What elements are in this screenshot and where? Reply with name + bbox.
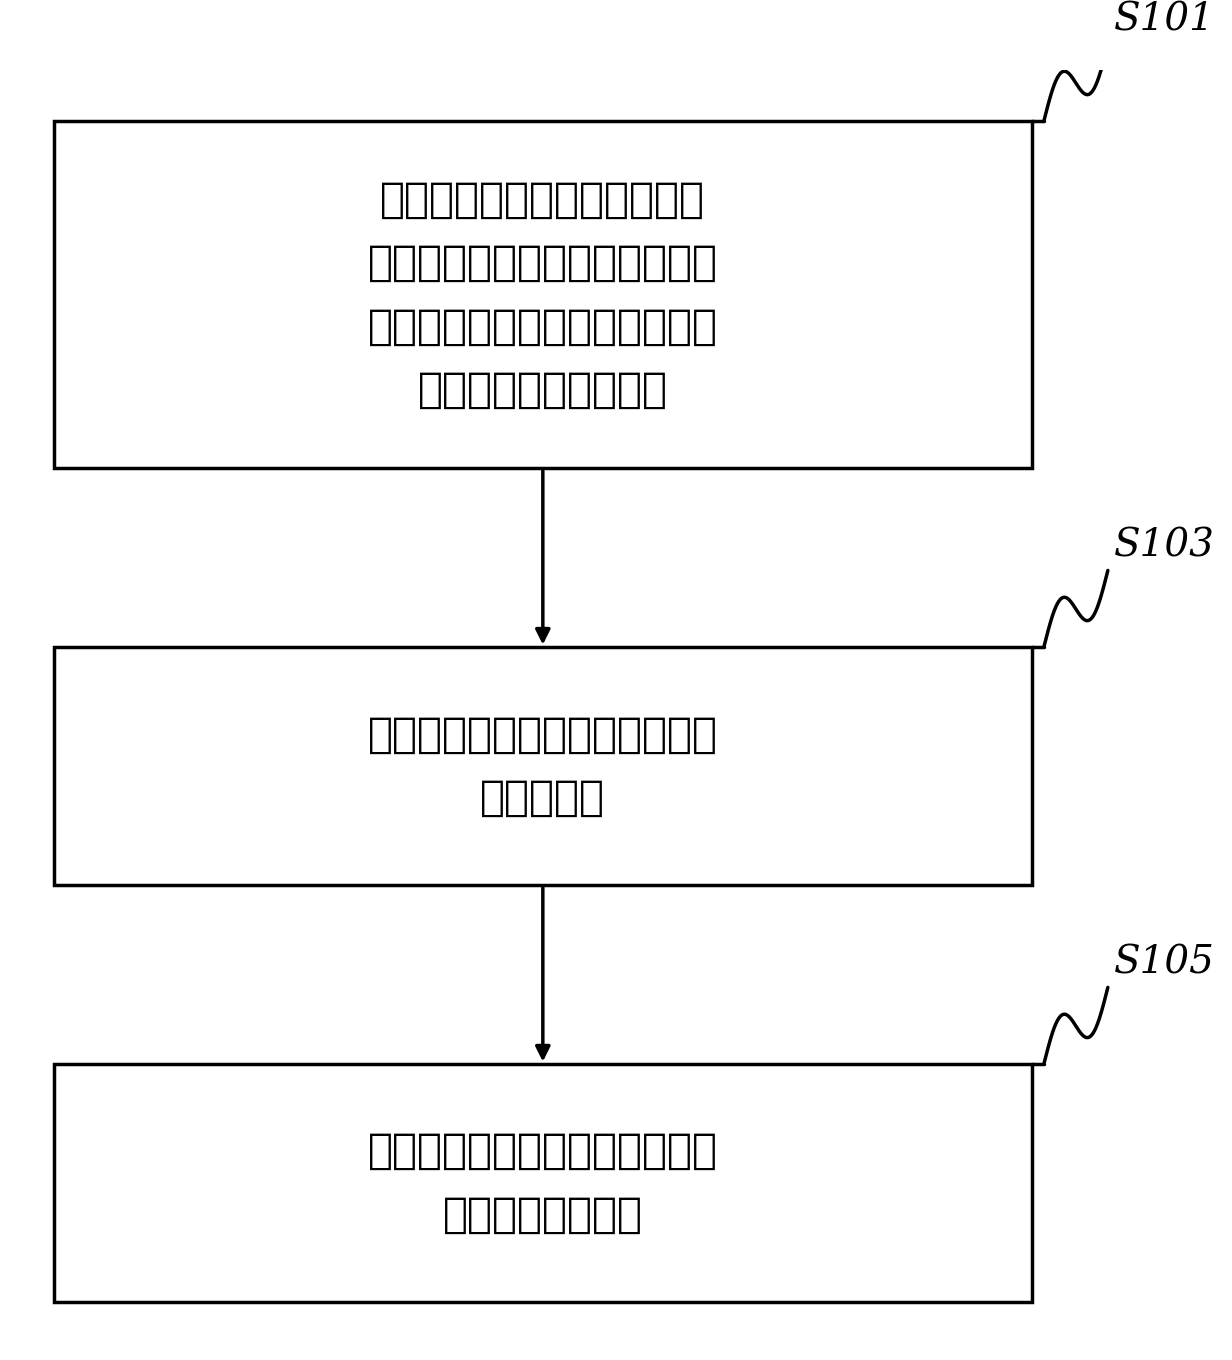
Text: S103: S103 [1114, 528, 1215, 564]
Text: S101: S101 [1114, 1, 1215, 38]
Bar [53, 1065, 1032, 1302]
Bar [53, 647, 1032, 885]
Text: 第二基站根据测量结果选定第三
基站，配置双连接: 第二基站根据测量结果选定第三 基站，配置双连接 [368, 1130, 718, 1236]
Text: S105: S105 [1114, 944, 1215, 981]
Text: 第二基站与用户设备建立连接，
以完成切换: 第二基站与用户设备建立连接， 以完成切换 [368, 714, 718, 819]
Text: 第二基站从与用户设备连接的
第一基站接收切换请求，切换请
求包含的切换触发条件为移动性
增强或建立双连接请求: 第二基站从与用户设备连接的 第一基站接收切换请求，切换请 求包含的切换触发条件为… [368, 178, 718, 411]
Bar [53, 121, 1032, 468]
